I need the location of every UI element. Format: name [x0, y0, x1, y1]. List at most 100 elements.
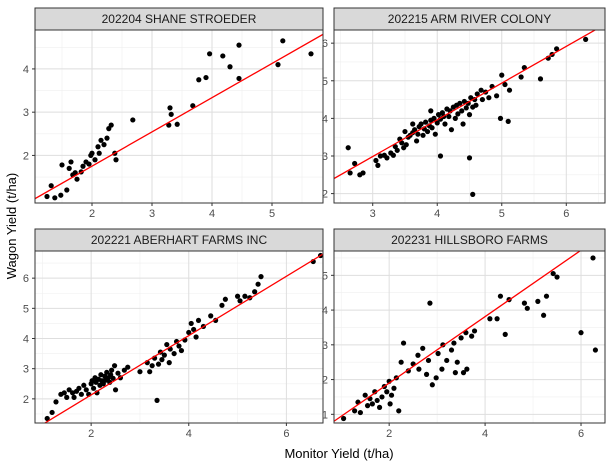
data-point — [543, 293, 550, 299]
data-point — [497, 115, 504, 121]
data-point — [61, 390, 67, 396]
data-point — [497, 293, 504, 299]
data-point — [373, 157, 379, 164]
data-point — [69, 390, 76, 396]
data-point — [502, 81, 508, 88]
data-point — [364, 403, 371, 409]
data-point — [86, 161, 92, 167]
data-point — [470, 191, 476, 197]
x-axis-title: Monitor Yield (t/ha) — [284, 446, 393, 461]
data-point — [167, 105, 173, 111]
data-point — [420, 345, 426, 351]
data-point — [592, 347, 599, 353]
data-point — [410, 121, 416, 127]
data-point — [49, 409, 55, 416]
data-point — [431, 115, 437, 121]
data-point — [178, 347, 185, 354]
data-point — [96, 150, 102, 156]
data-point — [377, 153, 384, 159]
data-point — [92, 157, 98, 163]
data-point — [308, 51, 314, 57]
data-point — [420, 132, 426, 138]
data-point — [469, 333, 475, 339]
y-tick-label: 5 — [23, 303, 29, 315]
data-point — [391, 385, 397, 391]
data-point — [130, 117, 136, 123]
facet-strip-title: 202204 SHANE STROEDER — [102, 12, 257, 26]
facet-strip-title: 202221 ABERHART FARMS INC — [91, 233, 268, 247]
data-point — [435, 350, 441, 357]
data-point — [98, 137, 104, 143]
data-point — [219, 302, 225, 308]
data-point — [578, 330, 584, 336]
data-point — [74, 176, 80, 182]
data-point — [415, 352, 421, 358]
x-tick-label: 6 — [563, 208, 569, 220]
data-point — [487, 316, 493, 322]
data-point — [190, 103, 196, 109]
fit-line-group — [334, 251, 582, 422]
y-tick-label: 3 — [23, 107, 29, 119]
data-point — [242, 293, 248, 299]
data-point — [252, 289, 258, 295]
data-point — [369, 401, 375, 407]
data-point — [147, 369, 153, 375]
data-point — [193, 334, 199, 340]
x-tick-label: 4 — [434, 208, 440, 220]
data-point — [372, 389, 378, 395]
data-point — [423, 371, 430, 377]
data-point — [590, 255, 596, 261]
data-point — [428, 108, 434, 114]
data-point — [396, 408, 402, 414]
data-point — [227, 64, 233, 70]
data-point — [275, 62, 281, 68]
data-point — [208, 313, 214, 319]
fit-line-group — [43, 253, 323, 423]
data-point — [89, 150, 95, 156]
data-point — [394, 147, 400, 153]
data-point — [171, 350, 177, 357]
y-tick-label: 4 — [23, 334, 29, 346]
data-point — [166, 360, 172, 366]
data-point — [166, 122, 172, 128]
data-point — [415, 131, 421, 137]
data-point — [83, 387, 89, 393]
data-point — [499, 72, 505, 78]
x-tick-label: 4 — [209, 208, 215, 220]
data-point — [412, 127, 418, 133]
y-tick-label: 2 — [23, 150, 29, 162]
data-point — [68, 159, 74, 165]
data-point — [64, 187, 70, 193]
y-tick-label: 5 — [322, 76, 328, 88]
data-point — [113, 157, 119, 163]
data-point — [154, 397, 160, 403]
data-point — [388, 392, 395, 398]
data-point — [424, 128, 431, 135]
data-point — [104, 369, 110, 375]
data-point — [459, 108, 465, 114]
data-point — [236, 75, 242, 82]
data-point — [433, 375, 439, 381]
y-tick-label: 4 — [322, 113, 328, 125]
data-point — [463, 105, 469, 111]
data-point — [90, 385, 97, 391]
data-point — [494, 93, 500, 99]
data-point — [161, 352, 167, 358]
data-points — [44, 38, 314, 201]
data-point — [340, 415, 347, 422]
data-point — [399, 140, 405, 146]
y-tick-label: 2 — [23, 394, 29, 406]
data-point — [44, 415, 50, 422]
fit-line — [334, 251, 582, 422]
data-point — [71, 394, 77, 400]
data-point — [435, 112, 442, 118]
data-point — [416, 366, 422, 372]
data-point — [486, 95, 492, 101]
data-point — [149, 363, 155, 369]
data-point — [101, 142, 107, 148]
data-point — [479, 96, 486, 103]
data-point — [429, 125, 435, 131]
y-axis-title: Wagon Yield (t/ha) — [4, 173, 19, 279]
x-tick-label: 2 — [89, 208, 95, 220]
